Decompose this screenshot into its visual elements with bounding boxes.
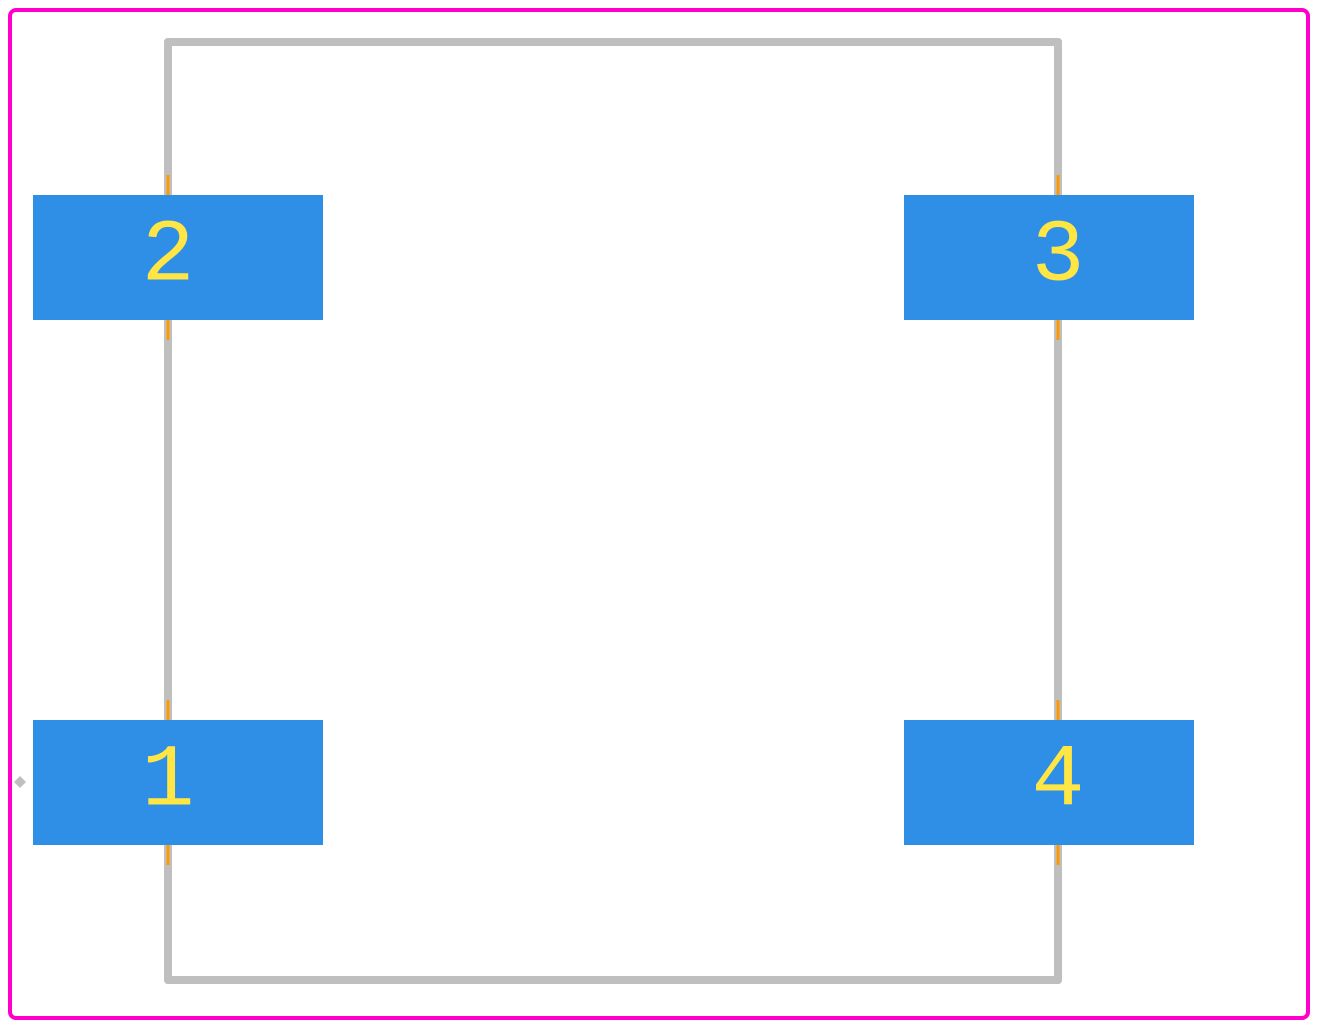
pads-group: 2 3 1 4 (33, 195, 1194, 845)
footprint-diagram: 2 3 1 4 (0, 0, 1318, 1028)
pad-label: 4 (1032, 733, 1085, 832)
pad-3: 3 (904, 195, 1194, 320)
pad-label: 2 (142, 208, 195, 307)
pad-label: 3 (1032, 208, 1085, 307)
pad-4: 4 (904, 720, 1194, 845)
pad-label: 1 (142, 733, 195, 832)
pad-1: 1 (33, 720, 323, 845)
outer-border (10, 10, 1308, 1018)
origin-marker (14, 776, 26, 788)
pad-2: 2 (33, 195, 323, 320)
